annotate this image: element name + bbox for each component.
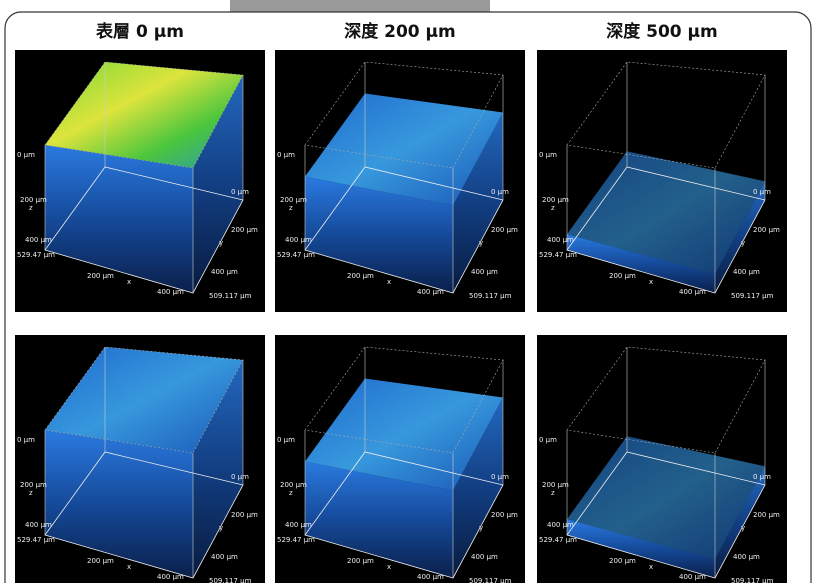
axis-label: 400 µm bbox=[679, 288, 706, 296]
axis-label: 529.47 µm bbox=[277, 251, 315, 259]
axis-label: 400 µm bbox=[211, 268, 238, 276]
axis-label: 200 µm bbox=[609, 557, 636, 565]
axis-label: 529.47 µm bbox=[539, 536, 577, 544]
axis-label: z bbox=[29, 204, 33, 212]
axis-label: 200 µm bbox=[609, 272, 636, 280]
axis-label: 200 µm bbox=[347, 272, 374, 280]
axis-label: 400 µm bbox=[25, 236, 52, 244]
axis-label: 200 µm bbox=[491, 511, 518, 519]
axis-label: z bbox=[289, 204, 293, 212]
axis-label: 0 µm bbox=[491, 188, 509, 196]
axis-label: 400 µm bbox=[157, 573, 184, 581]
axis-label: 400 µm bbox=[547, 236, 574, 244]
axis-label: y bbox=[219, 239, 223, 247]
axis-label: 200 µm bbox=[231, 226, 258, 234]
axis-label: 200 µm bbox=[753, 511, 780, 519]
render-panel: 0 µm200 µmz400 µm529.47 µm200 µmx400 µm0… bbox=[15, 50, 265, 312]
axis-label: x bbox=[387, 563, 391, 571]
axis-label: y bbox=[741, 239, 745, 247]
axis-label: 200 µm bbox=[753, 226, 780, 234]
axis-label: 0 µm bbox=[539, 151, 557, 159]
axis-label: z bbox=[289, 489, 293, 497]
column-header: 深度 500 µm bbox=[606, 21, 718, 42]
axis-label: 400 µm bbox=[25, 521, 52, 529]
axis-label: 0 µm bbox=[277, 436, 295, 444]
render-panel: 0 µm200 µmz400 µm529.47 µm200 µmx400 µm0… bbox=[275, 50, 525, 312]
axis-label: x bbox=[127, 563, 131, 571]
axis-label: 400 µm bbox=[157, 288, 184, 296]
axis-label: y bbox=[479, 239, 483, 247]
axis-label: 200 µm bbox=[542, 196, 569, 204]
axis-label: 0 µm bbox=[17, 436, 35, 444]
axis-label: 200 µm bbox=[280, 196, 307, 204]
axis-label: y bbox=[479, 524, 483, 532]
axis-label: x bbox=[649, 563, 653, 571]
axis-label: 200 µm bbox=[20, 481, 47, 489]
axis-label: 400 µm bbox=[417, 288, 444, 296]
axis-label: y bbox=[219, 524, 223, 532]
column-header: 表層 0 µm bbox=[96, 21, 184, 42]
axis-label: 509.117 µm bbox=[209, 577, 252, 583]
axis-label: 200 µm bbox=[542, 481, 569, 489]
axis-label: 0 µm bbox=[231, 473, 249, 481]
axis-label: 0 µm bbox=[277, 151, 295, 159]
axis-label: 400 µm bbox=[417, 573, 444, 581]
axis-label: 200 µm bbox=[231, 511, 258, 519]
top-photo-strip bbox=[230, 0, 490, 12]
axis-label: z bbox=[551, 204, 555, 212]
axis-label: 529.47 µm bbox=[539, 251, 577, 259]
figure: 表層 0 µm 深度 200 µm 深度 500 µm 0 µm200 µmz4… bbox=[0, 0, 817, 583]
axis-label: 400 µm bbox=[285, 521, 312, 529]
axis-label: 400 µm bbox=[547, 521, 574, 529]
axis-label: 509.117 µm bbox=[209, 292, 252, 300]
axis-label: 0 µm bbox=[491, 473, 509, 481]
column-header: 深度 200 µm bbox=[344, 21, 456, 42]
axis-label: 200 µm bbox=[87, 272, 114, 280]
axis-label: 509.117 µm bbox=[469, 292, 512, 300]
axis-label: 200 µm bbox=[347, 557, 374, 565]
axis-label: 509.117 µm bbox=[469, 577, 512, 583]
axis-label: 0 µm bbox=[753, 473, 771, 481]
render-panel: 0 µm200 µmz400 µm529.47 µm200 µmx400 µm0… bbox=[15, 335, 265, 583]
axis-label: 0 µm bbox=[539, 436, 557, 444]
axis-label: 200 µm bbox=[491, 226, 518, 234]
axis-label: 400 µm bbox=[733, 268, 760, 276]
axis-label: z bbox=[551, 489, 555, 497]
axis-label: 400 µm bbox=[211, 553, 238, 561]
axis-label: 200 µm bbox=[87, 557, 114, 565]
axis-label: 200 µm bbox=[280, 481, 307, 489]
axis-label: y bbox=[741, 524, 745, 532]
axis-label: 400 µm bbox=[679, 573, 706, 581]
axis-label: 529.47 µm bbox=[277, 536, 315, 544]
axis-label: 400 µm bbox=[471, 268, 498, 276]
axis-label: 0 µm bbox=[753, 188, 771, 196]
axis-label: x bbox=[127, 278, 131, 286]
axis-label: 0 µm bbox=[231, 188, 249, 196]
axis-label: 509.117 µm bbox=[731, 292, 774, 300]
axis-label: 509.117 µm bbox=[731, 577, 774, 583]
axis-label: 200 µm bbox=[20, 196, 47, 204]
axis-label: x bbox=[649, 278, 653, 286]
axis-label: 529.47 µm bbox=[17, 251, 55, 259]
axis-label: 529.47 µm bbox=[17, 536, 55, 544]
axis-label: 0 µm bbox=[17, 151, 35, 159]
axis-label: 400 µm bbox=[471, 553, 498, 561]
axis-label: x bbox=[387, 278, 391, 286]
axis-label: 400 µm bbox=[733, 553, 760, 561]
axis-label: 400 µm bbox=[285, 236, 312, 244]
axis-label: z bbox=[29, 489, 33, 497]
